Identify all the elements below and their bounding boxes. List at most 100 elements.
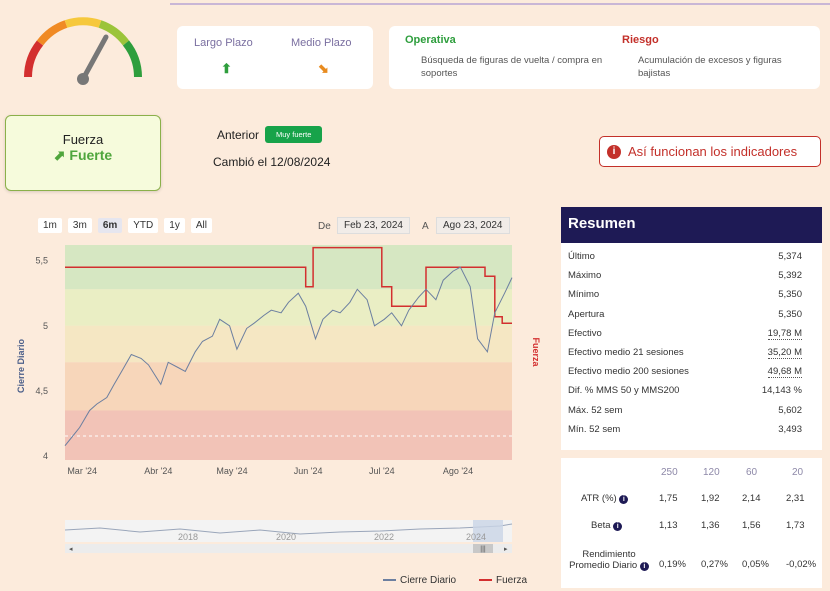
resumen-row-label: Máx. 52 sem (568, 404, 623, 416)
riesgo-text: Acumulación de excesos y figuras bajista… (638, 55, 782, 79)
stats-header-120: 120 (703, 467, 720, 478)
rendimiento-label: Rendimiento Promedio Diario i (569, 549, 649, 571)
fuerza-value-label: Fuerte (69, 147, 113, 163)
resumen-row-value[interactable]: 35,20 M (767, 347, 802, 359)
date-to-label: A (422, 221, 429, 232)
date-to-input[interactable]: Ago 23, 2024 (436, 217, 510, 234)
scroll-right-icon[interactable]: ▸ (504, 546, 508, 553)
zone-band (65, 289, 512, 326)
anterior-badge: Muy fuerte (265, 126, 323, 143)
cambio-date: Cambió el 12/08/2024 (213, 155, 331, 169)
navigator-selection[interactable] (473, 520, 503, 542)
stats-cell: 1,73 (786, 520, 805, 531)
resumen-row-value: 5,374 (778, 251, 802, 262)
range-selector: 1m 3m 6m YTD 1y All (38, 218, 212, 233)
stats-cell: 2,31 (786, 493, 805, 504)
info-icon[interactable]: i (613, 522, 623, 531)
resumen-panel: Último 5,374 Máximo 5,392 Mínimo 5,350 Apertur… (561, 243, 822, 450)
info-icon[interactable]: i (619, 495, 629, 504)
range-all-button[interactable]: All (190, 218, 212, 233)
resumen-row: Último 5,374 (568, 251, 802, 269)
resumen-row: Apertura 5,350 (568, 309, 802, 327)
navigator-area[interactable] (65, 520, 512, 542)
stats-cell: 0,05% (742, 559, 769, 570)
resumen-title: Resumen (561, 207, 822, 243)
resumen-row: Máx. 52 sem 5,602 (568, 405, 802, 423)
range-6m-button[interactable]: 6m (97, 218, 123, 233)
info-icon[interactable]: i (639, 562, 649, 571)
x-tick-label: Mar '24 (67, 466, 97, 476)
resumen-row-value: 5,602 (778, 404, 802, 416)
navigator-year-label: 2022 (374, 532, 394, 542)
y-tick-label: 5 (43, 321, 48, 331)
resumen-row: Máximo 5,392 (568, 270, 802, 288)
fuerza-value: ⬈ Fuerte (6, 147, 160, 164)
y-tick-label: 5,5 (35, 256, 48, 266)
navigator-scrollbar[interactable] (65, 544, 512, 553)
medio-plazo-label: Medio Plazo (291, 37, 352, 49)
range-3m-button[interactable]: 3m (67, 218, 92, 233)
indicadores-button[interactable]: i Así funcionan los indicadores (599, 136, 821, 167)
date-from-label: De (318, 221, 331, 232)
resumen-row-value: 14,143 % (761, 385, 802, 397)
range-ytd-button[interactable]: YTD (128, 218, 159, 233)
stats-cell: 0,19% (659, 559, 686, 570)
y2-axis-label: Fuerza (531, 337, 541, 367)
stats-cell: -0,02% (786, 559, 817, 570)
stats-cell: 1,92 (701, 493, 720, 504)
resumen-row-value[interactable]: 19,78 M (767, 327, 802, 340)
fuerza-title: Fuerza (62, 132, 104, 147)
stats-cell: 1,56 (742, 520, 761, 531)
resumen-row: Mínimo 5,350 (568, 289, 802, 307)
y-tick-label: 4,5 (35, 386, 48, 396)
resumen-row-label: Dif. % MMS 50 y MMS200 (568, 385, 680, 397)
resumen-row-label: Mínimo (568, 289, 600, 301)
range-1y-button[interactable]: 1y (164, 218, 185, 233)
operativa-text: Búsqueda de figuras de vuelta / compra e… (421, 55, 603, 79)
info-icon: i (607, 144, 621, 159)
navigator-year-label: 2018 (178, 532, 198, 542)
beta-label: Beta i (591, 520, 623, 531)
arrow-up-right-icon: ⬈ (53, 147, 66, 163)
stats-cell: 1,36 (701, 520, 720, 531)
price-chart: 4 4,5 5 5,5 Mar '24 Abr '24 May '24 Jun '24 Jul… (16, 245, 541, 586)
range-1m-button[interactable]: 1m (38, 218, 62, 233)
resumen-row: Dif. % MMS 50 y MMS200 14,143 % (568, 385, 802, 403)
legend-cierre[interactable]: Cierre Diario (400, 575, 457, 586)
resumen-row-value[interactable]: 49,68 M (767, 366, 802, 379)
resumen-row-label: Mín. 52 sem (568, 423, 621, 435)
date-from-input[interactable]: Feb 23, 2024 (337, 217, 410, 234)
resumen-row: Efectivo 19,78 M (568, 328, 802, 346)
x-tick-label: Ago '24 (443, 466, 473, 476)
y-tick-label: 4 (43, 451, 48, 461)
resumen-row-label: Efectivo medio 200 sesiones (568, 366, 689, 378)
stats-cell: 1,75 (659, 493, 678, 504)
resumen-row-value: 5,350 (778, 289, 802, 301)
top-divider (170, 3, 830, 5)
riesgo-title: Riesgo (622, 34, 659, 46)
x-tick-label: Jul '24 (369, 466, 395, 476)
legend-fuerza[interactable]: Fuerza (496, 575, 528, 586)
x-tick-label: Jun '24 (294, 466, 323, 476)
arrow-up-icon: ⬆ (221, 61, 232, 76)
stats-table: 250 120 60 20 ATR (%) i Beta i Rendimien… (561, 458, 822, 588)
atr-label: ATR (%) i (581, 493, 629, 504)
resumen-row: Efectivo medio 200 sesiones 49,68 M (568, 366, 802, 384)
zone-band (65, 362, 512, 411)
navigator-year-label: 2024 (466, 532, 486, 542)
zone-band (65, 410, 512, 460)
resumen-row-label: Efectivo (568, 327, 602, 339)
indicadores-button-label: Así funcionan los indicadores (628, 144, 798, 159)
scroll-left-icon[interactable]: ◂ (69, 546, 73, 553)
operativa-riesgo-card: Operativa Búsqueda de figuras de vuelta … (389, 26, 820, 89)
resumen-row-value: 5,392 (778, 270, 802, 282)
horizons-card: Largo Plazo ⬆ Medio Plazo ⬊ (177, 26, 373, 89)
strength-gauge (18, 15, 148, 90)
x-tick-label: May '24 (216, 466, 247, 476)
price-series-line (64, 266, 513, 447)
resumen-row-label: Apertura (568, 308, 605, 320)
scrollbar-thumb[interactable] (473, 544, 493, 553)
stats-cell: 1,13 (659, 520, 678, 531)
y-axis-label: Cierre Diario (16, 338, 26, 393)
anterior-label: Anterior (217, 128, 260, 142)
